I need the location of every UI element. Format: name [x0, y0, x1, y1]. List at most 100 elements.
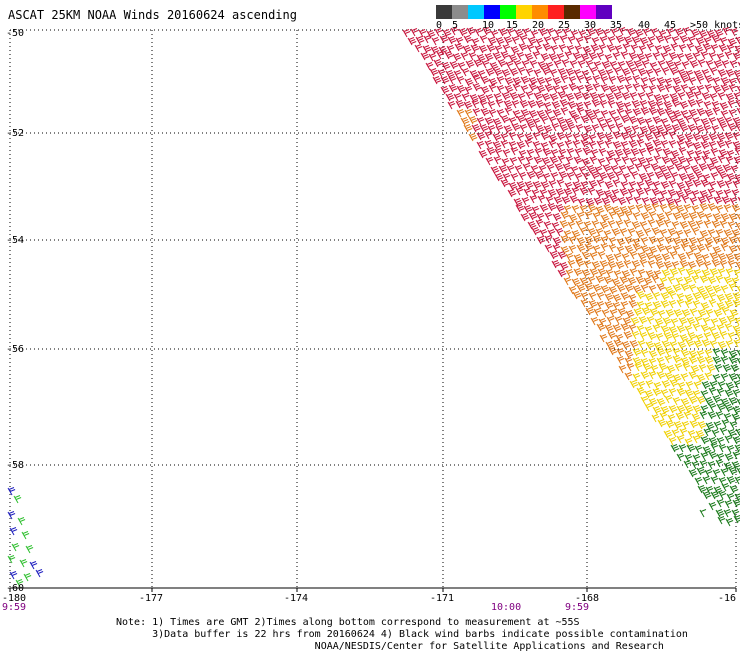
- wind-barb: [527, 221, 537, 230]
- wind-barb: [504, 85, 514, 94]
- wind-barb: [532, 132, 541, 141]
- wind-barb: [684, 53, 694, 62]
- wind-barb: [646, 43, 655, 52]
- wind-barb: [540, 142, 549, 151]
- wind-barb: [616, 356, 625, 365]
- wind-barb: [575, 37, 584, 46]
- wind-barb: [639, 332, 648, 341]
- wind-barb: [676, 53, 685, 62]
- wind-barb: [432, 76, 442, 85]
- wind-barbs: [7, 27, 740, 588]
- wind-barb: [663, 430, 673, 439]
- wind-barb: [664, 236, 674, 245]
- wind-barb: [434, 28, 443, 37]
- wind-barb: [656, 244, 666, 253]
- wind-barb: [426, 30, 436, 39]
- wind-barb: [694, 316, 703, 325]
- wind-barb: [647, 219, 656, 228]
- wind-barb: [629, 268, 638, 277]
- wind-barb: [656, 237, 665, 246]
- wind-barb: [631, 125, 640, 134]
- wind-barb: [679, 221, 689, 230]
- wind-barb: [636, 181, 645, 190]
- wind-barb: [642, 28, 651, 37]
- wind-barb: [736, 398, 740, 406]
- wind-barb: [591, 37, 600, 46]
- wind-barb: [513, 60, 522, 69]
- wind-barb: [666, 165, 675, 174]
- wind-barb: [568, 76, 577, 85]
- wind-barb: [634, 363, 643, 372]
- wind-barb: [647, 36, 656, 45]
- wind-barb: [520, 109, 530, 118]
- wind-barb: [591, 99, 601, 108]
- wind-barb: [719, 427, 728, 436]
- wind-barb: [714, 364, 723, 373]
- wind-barb: [696, 356, 706, 365]
- wind-barb: [638, 316, 648, 325]
- wind-barb: [733, 269, 740, 278]
- wind-barb: [488, 109, 497, 118]
- wind-barb: [589, 67, 598, 76]
- wind-barb: [414, 44, 423, 53]
- wind-barb: [711, 332, 721, 341]
- wind-barb: [732, 325, 740, 334]
- wind-barb: [582, 147, 592, 156]
- wind-barb: [519, 100, 529, 109]
- wind-barb: [621, 253, 630, 262]
- wind-barb: [733, 156, 740, 165]
- wind-barb: [702, 43, 712, 52]
- wind-barb: [718, 444, 727, 453]
- wind-barb: [630, 148, 640, 157]
- wind-barb: [449, 61, 459, 70]
- wind-barb: [681, 195, 690, 204]
- wind-barb: [572, 140, 581, 149]
- wind-barb: [548, 140, 557, 149]
- wind-barb: [528, 212, 538, 221]
- wind-barb: [516, 115, 526, 124]
- wind-barb: [669, 93, 679, 102]
- wind-barb: [447, 36, 457, 45]
- wind-barb: [718, 317, 728, 326]
- wind-barb: [462, 45, 472, 54]
- wind-barb: [648, 246, 658, 255]
- wind-barb: [600, 214, 610, 223]
- wind-barb: [680, 75, 690, 84]
- wind-barb: [685, 70, 694, 79]
- wind-barb: [548, 53, 558, 62]
- wind-barb: [463, 35, 473, 44]
- wind-barb: [726, 493, 735, 502]
- wind-barb: [691, 461, 700, 470]
- wind-barb: [693, 381, 702, 390]
- wind-barb: [648, 77, 657, 86]
- wind-barb: [577, 60, 586, 69]
- wind-barb: [637, 92, 646, 101]
- wind-barb: [691, 413, 701, 422]
- legend-swatch: [596, 5, 612, 19]
- wind-barb: [583, 221, 592, 230]
- wind-barb: [654, 45, 663, 54]
- wind-barb: [545, 62, 554, 71]
- wind-barb: [714, 165, 724, 174]
- wind-barb: [634, 29, 644, 38]
- wind-barb: [644, 403, 653, 412]
- wind-barb: [492, 133, 502, 142]
- wind-barb: [736, 349, 740, 357]
- legend-label: 45: [664, 20, 677, 31]
- wind-barb: [652, 406, 662, 415]
- wind-barb: [595, 228, 604, 237]
- wind-barb: [530, 30, 539, 39]
- wind-barb: [564, 140, 573, 149]
- wind-barb: [637, 252, 647, 261]
- lon-label-177: -177: [139, 593, 163, 604]
- wind-barb: [579, 205, 588, 214]
- wind-barb: [418, 29, 427, 38]
- wind-barb: [671, 124, 681, 133]
- wind-barb: [595, 275, 605, 284]
- wind-barb: [723, 204, 732, 213]
- wind-barb: [628, 300, 638, 309]
- wind-barb: [719, 123, 728, 132]
- wind-barb: [689, 197, 698, 206]
- wind-barb: [636, 325, 645, 334]
- wind-barb: [540, 116, 549, 125]
